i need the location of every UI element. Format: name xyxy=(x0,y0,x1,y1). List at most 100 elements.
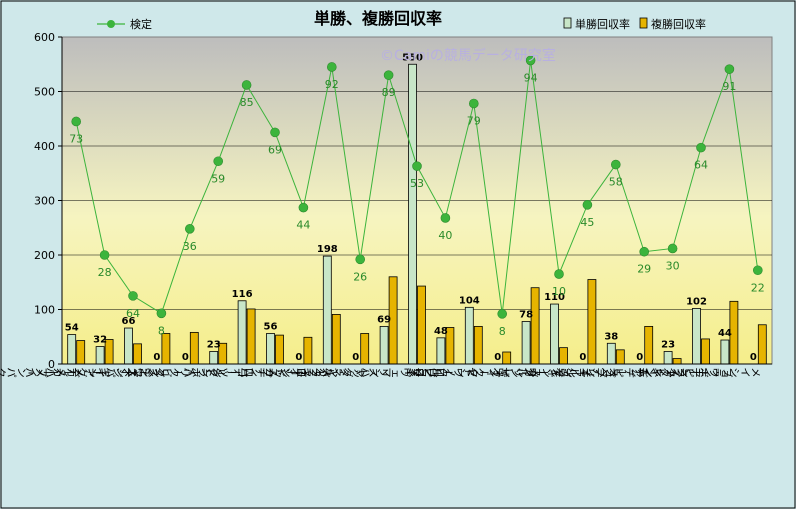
bar-fukusho xyxy=(331,314,341,365)
y-tick-label: 400 xyxy=(34,140,55,153)
bar-value-label: 56 xyxy=(264,321,278,332)
line-point xyxy=(497,309,508,319)
line-point xyxy=(639,246,650,257)
bar-value-label: 0 xyxy=(182,352,189,363)
line-point xyxy=(383,70,394,80)
category-label: メイショウボーラー xyxy=(667,366,762,378)
bar-tansho xyxy=(606,342,616,365)
line-point xyxy=(440,213,451,223)
category-label: フレンチデピュティ xyxy=(582,366,677,378)
bar-fukusho xyxy=(275,334,284,365)
line-point xyxy=(752,265,763,276)
line-point xyxy=(156,308,167,319)
bar-value-label: 116 xyxy=(232,289,253,300)
bar-tansho xyxy=(720,339,730,365)
bar-value-label: 198 xyxy=(317,244,338,255)
bar-value-label: 54 xyxy=(65,323,79,334)
bar-tansho xyxy=(95,346,105,365)
bar-tansho xyxy=(266,333,275,365)
bar-value-label: 44 xyxy=(718,328,732,339)
line-point xyxy=(99,250,110,260)
bar-tansho xyxy=(67,334,77,365)
bar-value-label: 69 xyxy=(377,314,391,325)
line-point-label: 8 xyxy=(499,325,506,338)
line-point-label: 44 xyxy=(296,219,310,232)
bar-fukusho xyxy=(502,351,512,365)
category-label: ゼンノロブロイ xyxy=(404,366,478,378)
line-point-label: 91 xyxy=(722,80,736,93)
bar-fukusho xyxy=(246,308,256,365)
legend-bar2-label: 複勝回収率 xyxy=(651,17,706,31)
line-point-label: 64 xyxy=(694,159,708,172)
category-label: スペシャルウィーク xyxy=(525,366,620,378)
bar-fukusho xyxy=(417,285,426,365)
legend: 検定 単勝回収率 複勝回収率 xyxy=(97,17,706,31)
line-point xyxy=(128,291,138,301)
category-label: ダイワメジャー xyxy=(92,366,166,378)
line-point xyxy=(610,159,621,170)
category-label: ロードカナロア xyxy=(234,366,308,378)
category-label: クロフネ xyxy=(407,366,449,378)
bar-fukusho xyxy=(360,333,370,365)
bar-value-label: 0 xyxy=(579,352,586,363)
line-point xyxy=(412,161,422,171)
bar-value-label: 78 xyxy=(519,309,533,320)
category-label: シンボリクリスエス xyxy=(128,366,223,378)
legend-bar1-swatch xyxy=(563,17,572,29)
bar-fukusho xyxy=(615,349,625,365)
bar-value-label: 0 xyxy=(494,352,501,363)
line-point-label: 8 xyxy=(158,324,165,337)
line-point-label: 73 xyxy=(69,132,83,145)
bar-fukusho xyxy=(644,325,654,365)
category-label: ハービンジャー xyxy=(120,366,194,378)
y-tick-label: 200 xyxy=(34,249,55,262)
bar-fukusho xyxy=(189,331,199,365)
bar-fukusho xyxy=(76,340,86,365)
bar-tansho xyxy=(408,63,417,365)
line-point-label: 69 xyxy=(268,143,282,156)
line-point xyxy=(241,80,252,90)
bar-value-label: 32 xyxy=(93,335,107,346)
category-label: ノヴェリスト xyxy=(358,366,421,378)
bar-tansho xyxy=(124,327,133,365)
bar-value-label: 23 xyxy=(207,339,221,350)
category-label: アグネスタキオン xyxy=(280,366,364,378)
bar-value-label: 0 xyxy=(750,352,757,363)
line-point-label: 85 xyxy=(240,96,254,109)
bar-tansho xyxy=(663,351,673,365)
line-point xyxy=(696,142,706,153)
bar-value-label: 110 xyxy=(544,292,565,303)
line-point xyxy=(298,202,309,213)
line-point xyxy=(71,116,81,127)
bar-fukusho xyxy=(757,324,767,365)
bar-tansho xyxy=(209,351,219,365)
line-point-label: 94 xyxy=(524,71,538,84)
line-point xyxy=(270,127,280,138)
bar-tansho xyxy=(436,337,446,365)
bar-fukusho xyxy=(672,358,682,365)
bar-value-label: 0 xyxy=(153,352,160,363)
category-label: エピファネイア xyxy=(632,366,706,378)
category-label: エンパイアメーカー xyxy=(43,366,138,378)
bar-value-label: 23 xyxy=(661,339,675,350)
category-label: オルフェーヴル xyxy=(518,366,592,378)
line-point-label: 79 xyxy=(467,114,481,127)
y-tick-label: 500 xyxy=(34,86,55,99)
bar-tansho xyxy=(322,255,332,365)
bar-fukusho xyxy=(161,333,171,365)
bar-fukusho xyxy=(133,343,142,365)
line-point-label: 26 xyxy=(353,270,367,283)
line-point xyxy=(468,98,479,109)
bar-value-label: 102 xyxy=(686,296,707,307)
line-point xyxy=(667,243,678,254)
bar-fukusho xyxy=(701,338,710,365)
line-point-label: 30 xyxy=(666,259,680,272)
watermark: ©Camiの競馬データ研究室 xyxy=(380,47,556,64)
legend-bar2-swatch xyxy=(639,17,648,29)
bar-fukusho xyxy=(587,279,597,365)
bar-value-label: 0 xyxy=(295,352,302,363)
bar-value-label: 66 xyxy=(122,316,136,327)
line-point-label: 64 xyxy=(126,307,140,320)
line-point xyxy=(525,55,536,66)
